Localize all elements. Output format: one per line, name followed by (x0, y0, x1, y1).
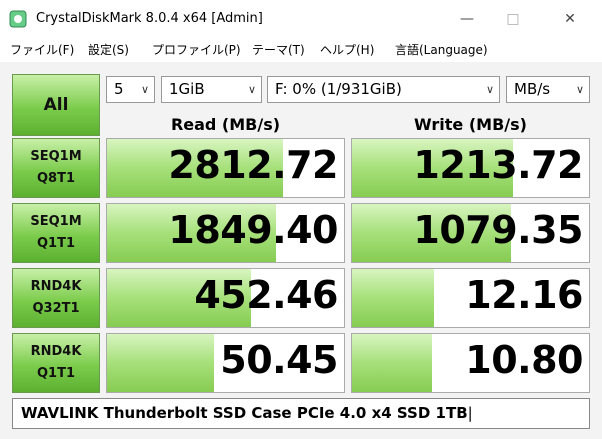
read-bar (107, 139, 283, 197)
write-bar (352, 204, 512, 262)
write-value: 1079.35 (413, 208, 583, 252)
read-value: 50.45 (220, 338, 338, 382)
test-label: SEQ1M (30, 149, 82, 164)
write-bar (352, 334, 433, 392)
test-label: Q1T1 (36, 366, 75, 381)
write-value: 1213.72 (413, 143, 583, 187)
test-button[interactable]: SEQ1M Q8T1 (12, 138, 100, 198)
test-label: RND4K (30, 344, 82, 359)
read-value: 2812.72 (168, 143, 338, 187)
menu-item[interactable]: 言語(Language) (395, 43, 488, 57)
write-bar (352, 269, 435, 327)
read-value: 1849.40 (168, 208, 338, 252)
test-button[interactable]: SEQ1M Q1T1 (12, 203, 100, 263)
write-value: 12.16 (465, 273, 583, 317)
write-bar (352, 139, 514, 197)
title-bar: CrystalDiskMark 8.0.4 x64 [Admin] — □ ✕ (0, 0, 602, 38)
read-bar (107, 334, 214, 392)
all-button[interactable]: All (12, 74, 100, 136)
size-select[interactable]: 1GiB ∨ (161, 76, 262, 103)
menu-item[interactable]: プロファイル(P) (152, 43, 241, 57)
menu-item[interactable]: 設定(S) (88, 43, 129, 57)
app-icon (9, 10, 27, 28)
test-label: SEQ1M (30, 214, 82, 229)
test-label: Q8T1 (36, 171, 75, 186)
drive-select[interactable]: F: 0% (1/931GiB) ∨ (267, 76, 500, 103)
write-cell: 10.80 (351, 333, 590, 393)
read-cell: 1849.40 (106, 203, 345, 263)
menu-item[interactable]: ファイル(F) (10, 43, 75, 57)
minimize-button[interactable]: — (460, 11, 474, 27)
test-label: RND4K (30, 279, 82, 294)
unit-value: MB/s (514, 80, 551, 98)
read-header: Read (MB/s) (170, 115, 281, 134)
comment-text: WAVLINK Thunderbolt SSD Case PCIe 4.0 x4… (21, 404, 468, 422)
test-button[interactable]: RND4K Q1T1 (12, 333, 100, 393)
menu-item[interactable]: テーマ(T) (252, 43, 305, 57)
window-title: CrystalDiskMark 8.0.4 x64 [Admin] (36, 11, 263, 26)
read-cell: 2812.72 (106, 138, 345, 198)
drive-value: F: 0% (1/931GiB) (275, 80, 402, 98)
test-button[interactable]: RND4K Q32T1 (12, 268, 100, 328)
menu-item[interactable]: ヘルプ(H) (320, 43, 375, 57)
write-cell: 12.16 (351, 268, 590, 328)
maximize-button[interactable]: □ (506, 11, 520, 27)
test-label: Q1T1 (36, 236, 75, 251)
write-value: 10.80 (465, 338, 583, 382)
test-label: Q32T1 (32, 301, 80, 316)
size-value: 1GiB (169, 80, 205, 98)
read-bar (107, 269, 252, 327)
read-value: 452.46 (194, 273, 338, 317)
write-header: Write (MB/s) (414, 115, 527, 134)
write-cell: 1079.35 (351, 203, 590, 263)
read-cell: 50.45 (106, 333, 345, 393)
menu-bar: ファイル(F) 設定(S) プロファイル(P) テーマ(T) ヘルプ(H) 言語(Lang… (0, 38, 602, 62)
comment-box[interactable]: WAVLINK Thunderbolt SSD Case PCIe 4.0 x4… (12, 398, 590, 429)
close-button[interactable]: ✕ (564, 11, 576, 27)
count-value: 5 (114, 80, 124, 98)
read-bar (107, 204, 276, 262)
read-cell: 452.46 (106, 268, 345, 328)
unit-select[interactable]: MB/s ∨ (506, 76, 590, 103)
write-cell: 1213.72 (351, 138, 590, 198)
count-select[interactable]: 5 ∨ (106, 76, 155, 103)
